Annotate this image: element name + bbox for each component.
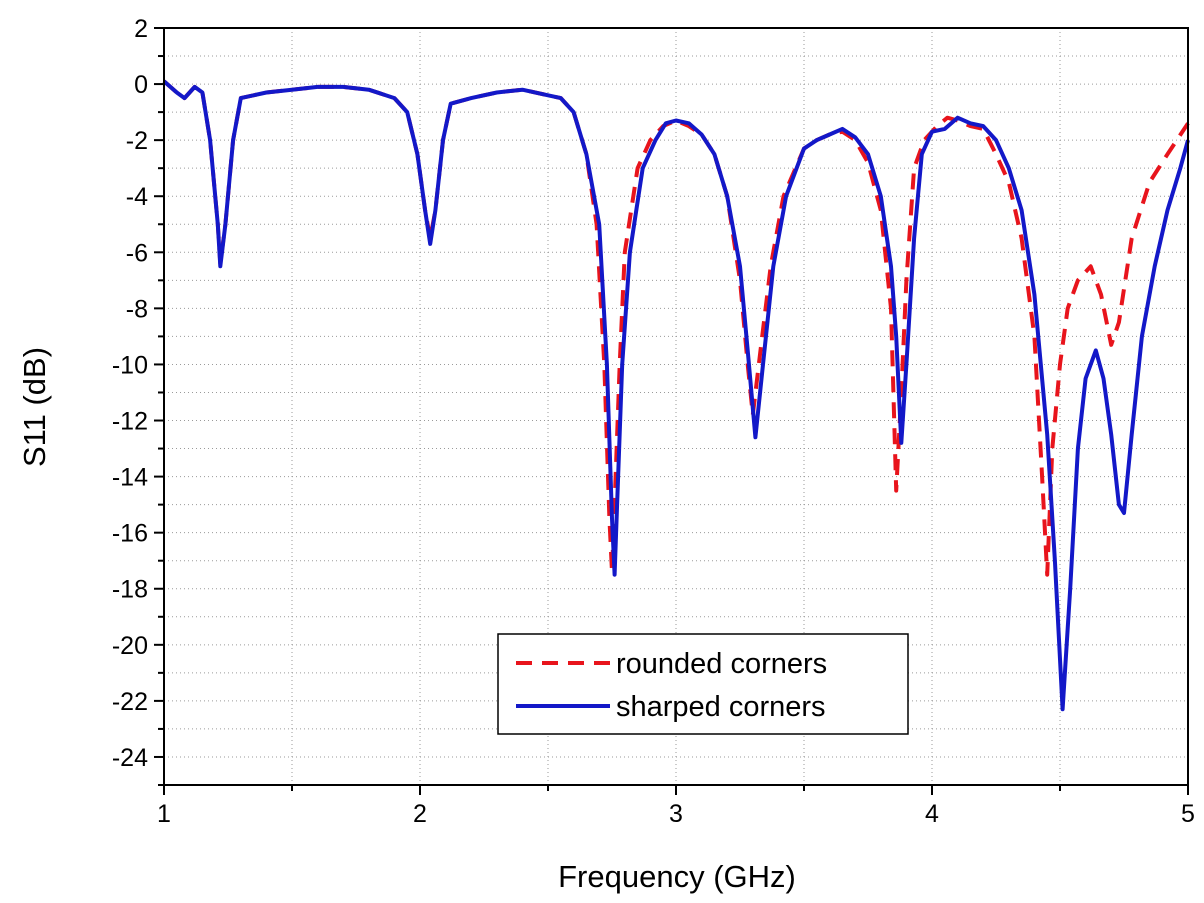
series-line-sharped: [162, 79, 1190, 712]
series-layer: [162, 79, 1190, 712]
y-tick-label: -24: [112, 744, 148, 772]
y-tick-label: -16: [112, 520, 148, 548]
y-axis-title: S11 (dB): [17, 347, 52, 467]
x-tick-label: 1: [157, 800, 171, 828]
legend: rounded corners sharped corners: [497, 633, 909, 735]
y-tick-label: -22: [112, 688, 148, 716]
x-tick-label: 5: [1181, 800, 1195, 828]
legend-label-rounded: rounded corners: [616, 648, 827, 680]
legend-label-sharped: sharped corners: [616, 691, 826, 723]
tick-marks: [154, 27, 1189, 795]
y-tick-label: -2: [126, 127, 148, 155]
y-tick-label: 0: [134, 71, 148, 99]
y-tick-label: 2: [134, 15, 148, 43]
y-tick-label: -4: [126, 183, 148, 211]
x-tick-label: 2: [413, 800, 427, 828]
x-tick-label: 4: [925, 800, 939, 828]
y-tick-label: -10: [112, 351, 148, 379]
y-tick-label: -8: [126, 295, 148, 323]
x-tick-labels: 1 2 3 4 5: [157, 800, 1195, 828]
y-tick-label: -20: [112, 632, 148, 660]
legend-box: [497, 633, 909, 735]
y-tick-labels: 2 0 -2 -4 -6 -8 -10 -12 -14 -16 -18 -20 -22 -24: [112, 15, 148, 772]
x-tick-label: 3: [669, 800, 683, 828]
x-axis-title: Frequency (GHz): [558, 859, 796, 894]
y-tick-label: -12: [112, 408, 148, 436]
y-tick-label: -18: [112, 576, 148, 604]
y-tick-label: -6: [126, 239, 148, 267]
y-tick-label: -14: [112, 464, 148, 492]
